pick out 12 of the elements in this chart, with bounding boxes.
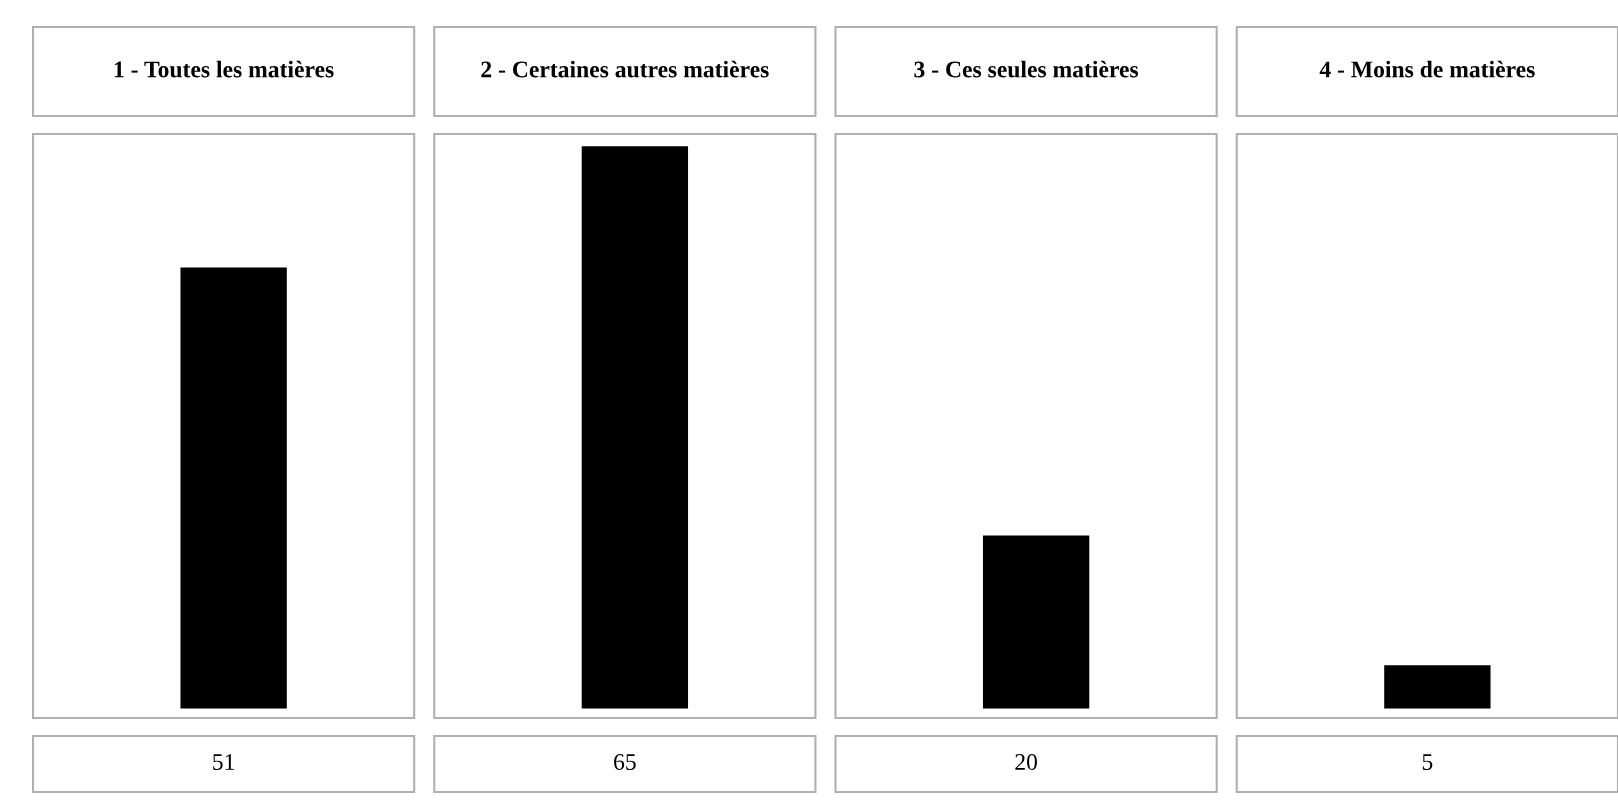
bar bbox=[982, 535, 1090, 709]
x-tick-label: 4 - Moins de matières bbox=[1319, 60, 1535, 78]
bar bbox=[581, 146, 689, 709]
x-tick-label: 3 - Ces seules matières bbox=[914, 60, 1139, 78]
data-label: 5 bbox=[1422, 754, 1433, 770]
data-label: 51 bbox=[213, 754, 234, 770]
bar bbox=[1384, 665, 1491, 709]
x-tick-label: 1 - Toutes les matières bbox=[114, 60, 334, 78]
data-label: 65 bbox=[614, 754, 636, 770]
data-label: 20 bbox=[1015, 753, 1037, 770]
bar bbox=[180, 267, 287, 709]
x-tick-label: 2 - Certaines autres matières bbox=[481, 60, 769, 78]
